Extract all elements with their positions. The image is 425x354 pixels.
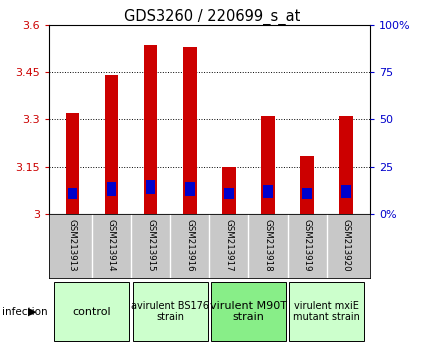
Bar [183,47,197,214]
Bar [261,116,275,214]
Text: virulent M90T
strain: virulent M90T strain [210,301,287,322]
FancyBboxPatch shape [54,282,130,341]
Bar [146,180,156,194]
Text: GSM213914: GSM213914 [107,219,116,272]
Text: avirulent BS176
strain: avirulent BS176 strain [131,301,209,322]
Text: GSM213918: GSM213918 [264,219,272,272]
Bar [222,167,236,214]
Bar [224,188,234,199]
Bar [144,45,158,214]
Text: control: control [73,307,111,316]
FancyBboxPatch shape [211,282,286,341]
Text: infection: infection [2,307,48,316]
Bar [105,75,118,214]
Text: GDS3260 / 220699_s_at: GDS3260 / 220699_s_at [124,9,300,25]
Bar [68,188,77,199]
Bar [340,116,353,214]
Text: virulent mxiE
mutant strain: virulent mxiE mutant strain [293,301,360,322]
Bar [300,156,314,214]
Text: GSM213916: GSM213916 [185,219,194,272]
Bar [302,188,312,199]
Text: GSM213919: GSM213919 [303,219,312,272]
Bar [107,182,116,196]
FancyBboxPatch shape [133,282,208,341]
Bar [185,182,195,196]
Bar [65,113,79,214]
FancyBboxPatch shape [289,282,364,341]
Text: GSM213913: GSM213913 [68,219,77,272]
Bar [263,185,273,198]
Text: GSM213917: GSM213917 [224,219,233,272]
Text: GSM213920: GSM213920 [342,219,351,272]
Text: GSM213915: GSM213915 [146,219,155,272]
Text: ▶: ▶ [28,307,36,316]
Bar [341,185,351,198]
